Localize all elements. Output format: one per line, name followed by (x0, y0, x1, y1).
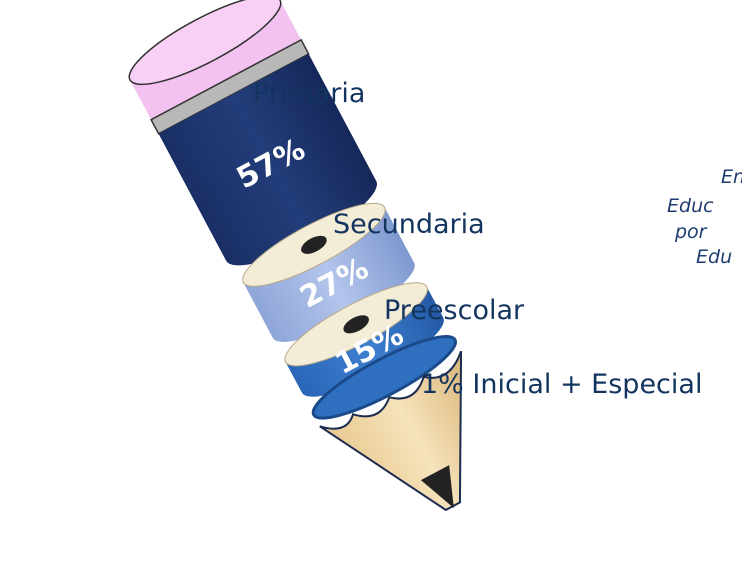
eraser-top (128, 0, 282, 86)
segment-inicial (311, 335, 457, 420)
segment-label: Secundaria (333, 209, 485, 240)
hole (301, 235, 327, 254)
remainder-label: 1% Inicial + Especial (421, 369, 702, 400)
pencil: 57% 27% 15% (128, 0, 463, 512)
segment-label: Primaria (253, 78, 365, 109)
segment-secundaria (243, 207, 415, 342)
lead (420, 465, 454, 508)
side-text: Educ (667, 195, 714, 217)
side-text: por (674, 221, 708, 243)
side-text: Edu (696, 246, 732, 268)
wood (319, 350, 463, 512)
segment-label: Preescolar (384, 295, 525, 326)
hole (343, 315, 369, 334)
side-text: En (721, 166, 742, 188)
segment-primaria (158, 53, 377, 266)
